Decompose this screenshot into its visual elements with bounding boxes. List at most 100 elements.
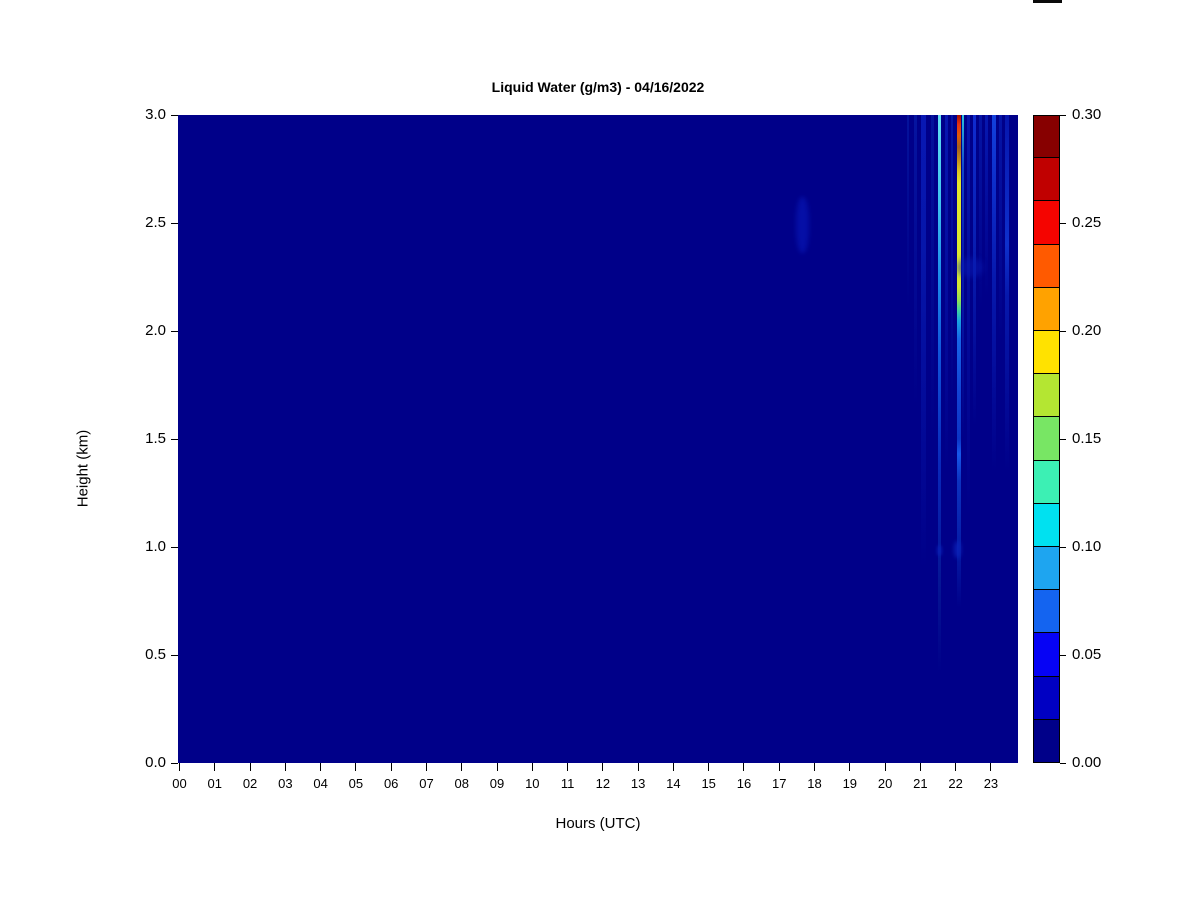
x-axis-tick <box>955 763 957 771</box>
colorbar-tick-label: 0.15 <box>1072 430 1102 447</box>
x-axis-tick-label: 13 <box>630 776 646 791</box>
faint-band-22utc <box>956 257 983 277</box>
x-axis-tick <box>672 763 674 771</box>
colorbar-tick <box>1060 762 1066 764</box>
y-axis-tick <box>171 438 178 440</box>
x-axis-tick-label: 15 <box>701 776 716 791</box>
x-axis-tick-label: 19 <box>842 776 858 791</box>
x-axis-tick-label: 18 <box>807 776 822 791</box>
y-axis-tick <box>171 222 178 224</box>
echo-streak <box>921 115 927 763</box>
x-axis-tick <box>708 763 710 771</box>
y-axis-tick-label: 0.5 <box>145 646 166 663</box>
echo-streak <box>967 115 970 763</box>
x-axis-tick <box>214 763 216 771</box>
colorbar-tick <box>1060 330 1066 332</box>
x-axis-tick-label: 03 <box>278 776 293 791</box>
x-axis-tick <box>179 763 180 771</box>
low-echo-1km-b <box>953 540 961 558</box>
y-axis-title: Height (km) <box>74 429 92 508</box>
echo-streak <box>913 115 917 763</box>
colorbar-segment <box>1033 373 1060 418</box>
y-axis-tick-label: 1.0 <box>145 538 166 555</box>
colorbar-tick <box>1060 546 1066 548</box>
colorbar <box>1033 115 1060 763</box>
faint-cloud-18utc <box>795 197 809 254</box>
y-axis-tick <box>171 762 178 764</box>
x-axis-tick-label: 22 <box>948 776 963 791</box>
echo-streak <box>985 115 988 763</box>
colorbar-segment <box>1033 243 1060 288</box>
y-axis-tick-label: 3.0 <box>145 106 166 123</box>
colorbar-tick <box>1060 222 1066 224</box>
y-axis-tick-label: 2.0 <box>145 322 166 339</box>
x-axis-tick <box>884 763 886 771</box>
colorbar-segment <box>1033 330 1060 375</box>
colorbar-tick-label: 0.00 <box>1072 754 1102 771</box>
colorbar-tick <box>1060 654 1066 656</box>
x-axis-tick-label: 23 <box>983 776 999 791</box>
colorbar-segment <box>1033 200 1060 245</box>
colorbar-tick-label: 0.25 <box>1072 214 1102 231</box>
colorbar-segment <box>1033 115 1060 160</box>
x-axis-tick-label: 16 <box>736 776 752 791</box>
echo-streak <box>957 115 962 763</box>
echo-streak <box>991 115 996 763</box>
x-axis-tick-label: 05 <box>348 776 364 791</box>
colorbar-segment <box>1033 546 1060 591</box>
x-axis-tick-label: 06 <box>383 776 399 791</box>
x-axis-tick-label: 02 <box>242 776 258 791</box>
colorbar-tick-label: 0.10 <box>1072 538 1102 555</box>
x-axis-tick-label: 21 <box>913 776 928 791</box>
x-axis-tick <box>320 763 322 771</box>
colorbar-segment <box>1033 718 1060 763</box>
x-axis-tick-label: 14 <box>666 776 681 791</box>
x-axis-tick <box>743 763 745 771</box>
low-echo-1km-a <box>937 544 943 556</box>
echo-streak <box>972 115 977 763</box>
x-axis-tick-label: 17 <box>772 776 787 791</box>
x-axis-tick-label: 04 <box>313 776 328 791</box>
x-axis-tick <box>567 763 569 771</box>
colorbar-tick-label: 0.05 <box>1072 646 1102 663</box>
x-axis-tick-label: 01 <box>207 776 222 791</box>
colorbar-segment <box>1033 416 1060 461</box>
colorbar-segment <box>1033 589 1060 634</box>
y-axis-tick <box>171 114 178 116</box>
y-axis-tick-label: 2.5 <box>145 214 166 231</box>
x-axis-tick-label: 09 <box>489 776 505 791</box>
x-axis-tick-label: 08 <box>454 776 469 791</box>
colorbar-tick <box>1060 438 1066 440</box>
x-axis-tick <box>637 763 639 771</box>
x-axis-tick <box>602 763 604 771</box>
echo-streak <box>937 115 941 763</box>
echo-streak <box>950 115 954 763</box>
x-axis-tick <box>461 763 463 771</box>
colorbar-segment <box>1033 632 1060 677</box>
y-axis-tick-label: 1.5 <box>145 430 166 447</box>
colorbar-tick <box>1060 114 1066 116</box>
echo-streak <box>1005 115 1009 763</box>
top-right-artifact-bar <box>1033 0 1062 3</box>
x-axis-tick <box>919 763 921 771</box>
x-axis-tick <box>355 763 357 771</box>
y-axis-tick <box>171 654 178 656</box>
x-axis-tick <box>990 763 992 771</box>
colorbar-segment <box>1033 675 1060 720</box>
x-axis-tick <box>849 763 851 771</box>
x-axis-tick <box>531 763 533 771</box>
colorbar-segment <box>1033 502 1060 547</box>
colorbar-segment <box>1033 459 1060 504</box>
colorbar-segment <box>1033 157 1060 202</box>
x-axis-tick-label: 07 <box>419 776 434 791</box>
colorbar-segment <box>1033 286 1060 331</box>
x-axis-title: Hours (UTC) <box>555 815 641 832</box>
chart-title: Liquid Water (g/m3) - 04/16/2022 <box>491 79 705 95</box>
x-axis-tick-label: 12 <box>595 776 611 791</box>
colorbar-tick-label: 0.20 <box>1072 322 1102 339</box>
y-axis-tick <box>171 546 178 548</box>
echo-streak <box>945 115 949 763</box>
heatmap-plot <box>178 115 1018 763</box>
x-axis-tick <box>425 763 427 771</box>
